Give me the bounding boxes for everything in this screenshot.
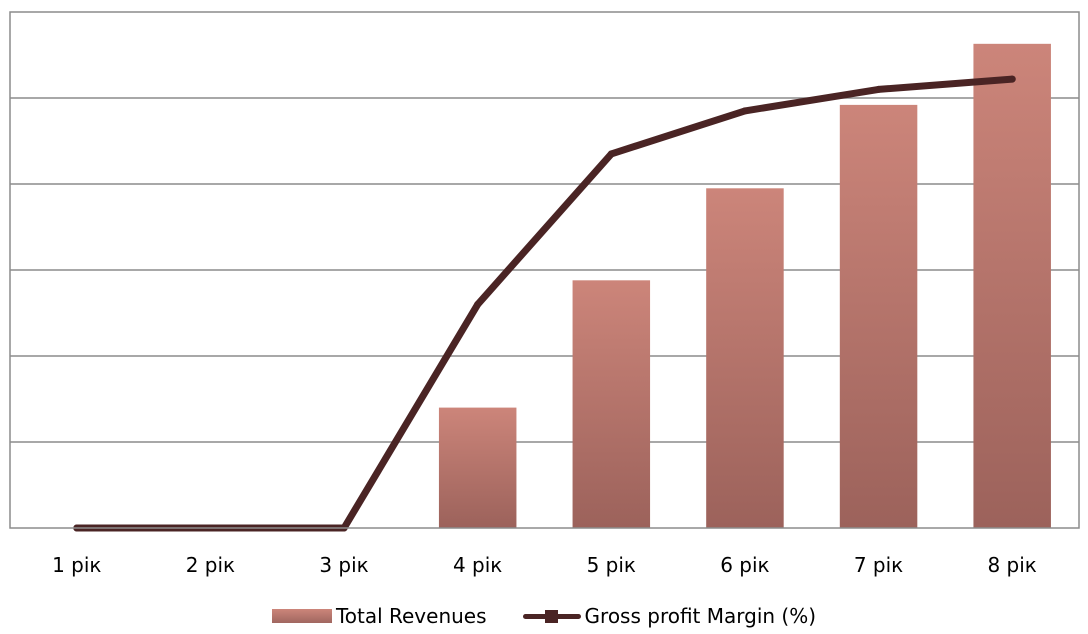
- chart: 1 рік 2 рік 3 рік 4 рік 5 рік 6 рік 7 рік 8 рік: [9, 11, 1080, 577]
- x-tick-label: 5 рік: [587, 553, 636, 577]
- line-point: [474, 300, 482, 308]
- plot-border: [9, 11, 1080, 529]
- x-tick-label: 1 рік: [52, 553, 101, 577]
- line-point: [741, 107, 749, 115]
- x-tick-label: 2 рік: [186, 553, 235, 577]
- legend-line-swatch: [522, 609, 581, 623]
- x-tick-label: 4 рік: [453, 553, 502, 577]
- bar: [706, 188, 784, 529]
- bar: [839, 104, 918, 528]
- legend-bar-swatch: [271, 609, 332, 623]
- x-tick-label: 8 рік: [987, 553, 1036, 577]
- legend-item-gross-profit-margin: Gross profit Margin (%): [522, 604, 817, 628]
- plot-frame: [9, 11, 1080, 529]
- x-tick-label: 6 рік: [720, 553, 769, 577]
- x-tick-label: 3 рік: [319, 553, 368, 577]
- legend-item-total-revenues: Total Revenues: [271, 604, 487, 628]
- legend: Total Revenues Gross profit Margin (%): [0, 598, 1088, 634]
- legend-label-total-revenues: Total Revenues: [335, 604, 487, 628]
- bar-series: [438, 43, 1051, 529]
- bar: [438, 407, 517, 528]
- x-tick-label: 7 рік: [854, 553, 903, 577]
- bar: [572, 280, 651, 528]
- gridlines: [10, 97, 1079, 443]
- legend-label-gross-profit-margin: Gross profit Margin (%): [584, 604, 817, 628]
- line-point: [607, 150, 615, 158]
- line-point: [1008, 75, 1016, 83]
- bar: [973, 43, 1051, 528]
- x-axis-tick-labels: 1 рік 2 рік 3 рік 4 рік 5 рік 6 рік 7 рік 8 рік: [52, 553, 1037, 577]
- line-point: [875, 85, 883, 93]
